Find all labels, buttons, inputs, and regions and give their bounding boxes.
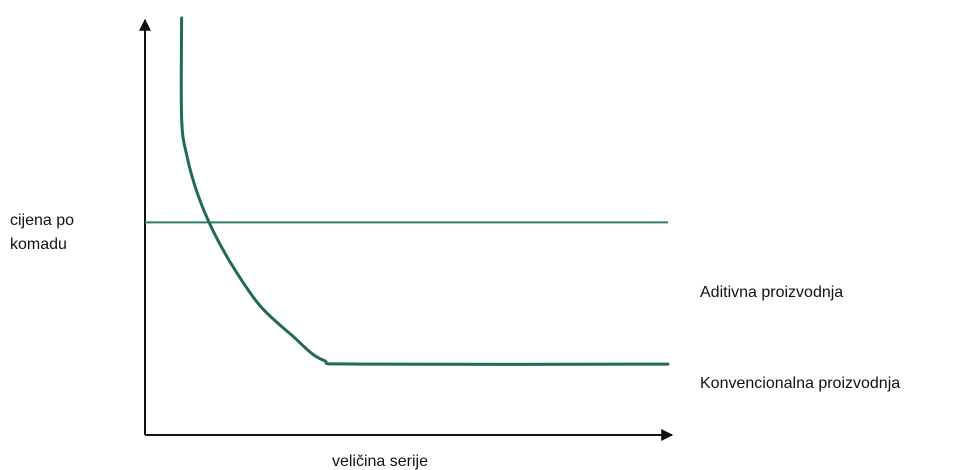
x-axis-label: veličina serije <box>332 453 428 470</box>
y-axis-label-line-1: cijena po <box>10 212 74 229</box>
series-line-konvencionalna <box>179 16 670 366</box>
y-axis-label-line-2: komadu <box>10 236 67 253</box>
y-axis-label: cijena po komadu <box>10 212 79 253</box>
series-label-aditivna: Aditivna proizvodnja <box>700 284 843 301</box>
series-label-konvencionalna: Konvencionalna proizvodnja <box>700 375 900 392</box>
